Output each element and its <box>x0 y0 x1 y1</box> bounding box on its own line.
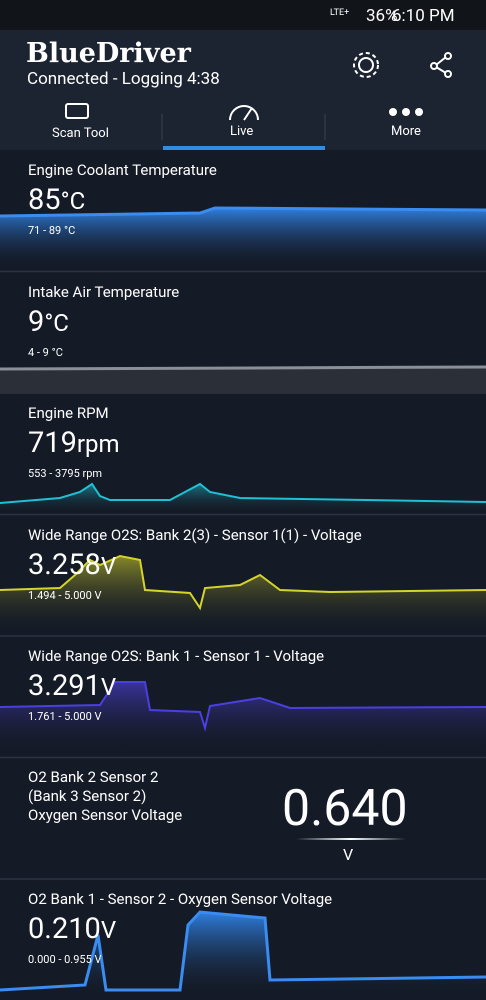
panel-title: Intake Air Temperature <box>28 283 180 301</box>
app-status: Connected - Logging 4:38 <box>27 69 220 89</box>
panel-title: Wide Range O2S: Bank 2(3) - Sensor 1(1) … <box>28 526 362 544</box>
panel-title: Wide Range O2S: Bank 1 - Sensor 1 - Volt… <box>28 647 325 665</box>
panel-title: O2 Bank 1 - Sensor 2 - Oxygen Sensor Vol… <box>28 890 333 908</box>
panel-range: 4 - 9 °C <box>28 346 63 359</box>
time: 6:10 PM <box>392 6 455 26</box>
panel-unit: V <box>100 552 117 580</box>
panel-unit: °C <box>60 187 86 215</box>
panel-title: (Bank 3 Sensor 2) <box>28 787 147 805</box>
panel-value: 719rpm <box>28 426 120 460</box>
panel-range: 1.494 - 5.000 V <box>28 589 102 602</box>
panel-range: 1.761 - 5.000 V <box>28 710 102 723</box>
tab[interactable]: More <box>391 124 421 139</box>
tab[interactable]: Live <box>230 124 254 139</box>
panel-value: 9°C <box>28 305 69 339</box>
panel-range: 553 - 3795 rpm <box>28 467 103 480</box>
panel-title: O2 Bank 2 Sensor 2 <box>28 768 159 786</box>
panel-title: Engine Coolant Temperature <box>28 161 217 179</box>
panel-value: 0.210V <box>28 912 117 946</box>
panel-value: 85°C <box>28 183 86 217</box>
panel-title: Engine RPM <box>28 404 109 422</box>
network: LTE+ <box>330 8 350 18</box>
panel-unit: V <box>100 916 117 944</box>
panel-unit: V <box>100 673 117 701</box>
panel-unit: °C <box>44 309 69 337</box>
battery: 36% <box>366 6 398 26</box>
gauge-unit: V <box>343 845 354 864</box>
panel-title: Oxygen Sensor Voltage <box>28 806 183 824</box>
panel-value: 3.258V <box>28 548 117 582</box>
gauge-value: 0.640 <box>282 780 408 838</box>
tab[interactable]: Scan Tool <box>52 126 109 141</box>
app-title: BlueDriver <box>26 38 191 69</box>
panel-range: 0.000 - 0.955 V <box>28 953 102 966</box>
panel-unit: rpm <box>76 430 120 458</box>
panel-value: 3.291V <box>28 669 117 703</box>
panel-range: 71 - 89 °C <box>28 224 76 237</box>
